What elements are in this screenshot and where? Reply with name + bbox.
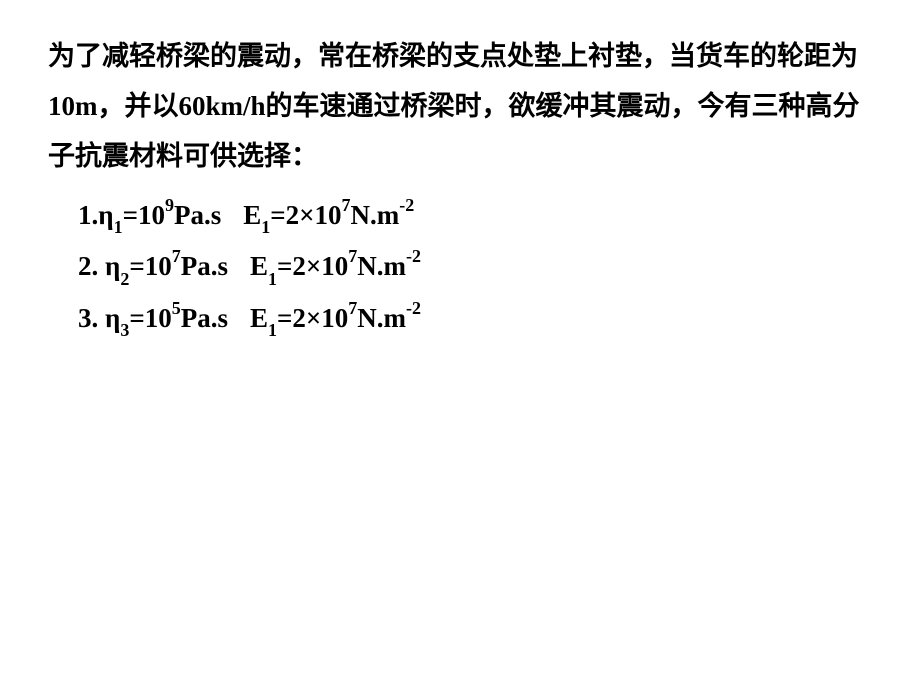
eta-unit: Pa.s — [181, 303, 228, 333]
eta-sub: 2 — [120, 269, 129, 289]
e-sup: 7 — [348, 298, 357, 318]
problem-paragraph: 为了减轻桥梁的震动，常在桥梁的支点处垫上衬垫，当货车的轮距为10m，并以60km… — [48, 32, 872, 182]
eta-val: =10 — [123, 200, 165, 230]
eta-label: η — [105, 303, 120, 333]
e-val: =2×10 — [277, 251, 348, 281]
eta-sup: 9 — [165, 195, 174, 215]
e-unit-sup: -2 — [406, 298, 421, 318]
eta-val: =10 — [129, 251, 171, 281]
prefix: 2. — [78, 251, 105, 281]
prefix: 3. — [78, 303, 105, 333]
e-label: E — [250, 303, 268, 333]
e-unit: N.m — [357, 251, 406, 281]
material-option-2: 2. η2=107Pa.sE1=2×107N.m-2 — [48, 241, 872, 293]
prefix: 1. — [78, 200, 98, 230]
eta-label: η — [98, 200, 113, 230]
e-val: =2×10 — [270, 200, 341, 230]
material-option-1: 1.η1=109Pa.sE1=2×107N.m-2 — [48, 190, 872, 242]
eta-unit: Pa.s — [181, 251, 228, 281]
eta-sup: 5 — [172, 298, 181, 318]
eta-sup: 7 — [172, 246, 181, 266]
e-sup: 7 — [348, 246, 357, 266]
e-unit-sup: -2 — [406, 246, 421, 266]
e-val: =2×10 — [277, 303, 348, 333]
e-sub: 1 — [261, 217, 270, 237]
e-sub: 1 — [268, 320, 277, 340]
eta-label: η — [105, 251, 120, 281]
e-label: E — [243, 200, 261, 230]
material-option-3: 3. η3=105Pa.s E1=2×107N.m-2 — [48, 293, 872, 345]
e-unit: N.m — [357, 303, 406, 333]
e-unit: N.m — [351, 200, 400, 230]
eta-sub: 1 — [114, 217, 123, 237]
eta-val: =10 — [129, 303, 171, 333]
e-label: E — [250, 251, 268, 281]
e-unit-sup: -2 — [399, 195, 414, 215]
eta-unit: Pa.s — [174, 200, 221, 230]
e-sup: 7 — [342, 195, 351, 215]
eta-sub: 3 — [120, 320, 129, 340]
e-sub: 1 — [268, 269, 277, 289]
